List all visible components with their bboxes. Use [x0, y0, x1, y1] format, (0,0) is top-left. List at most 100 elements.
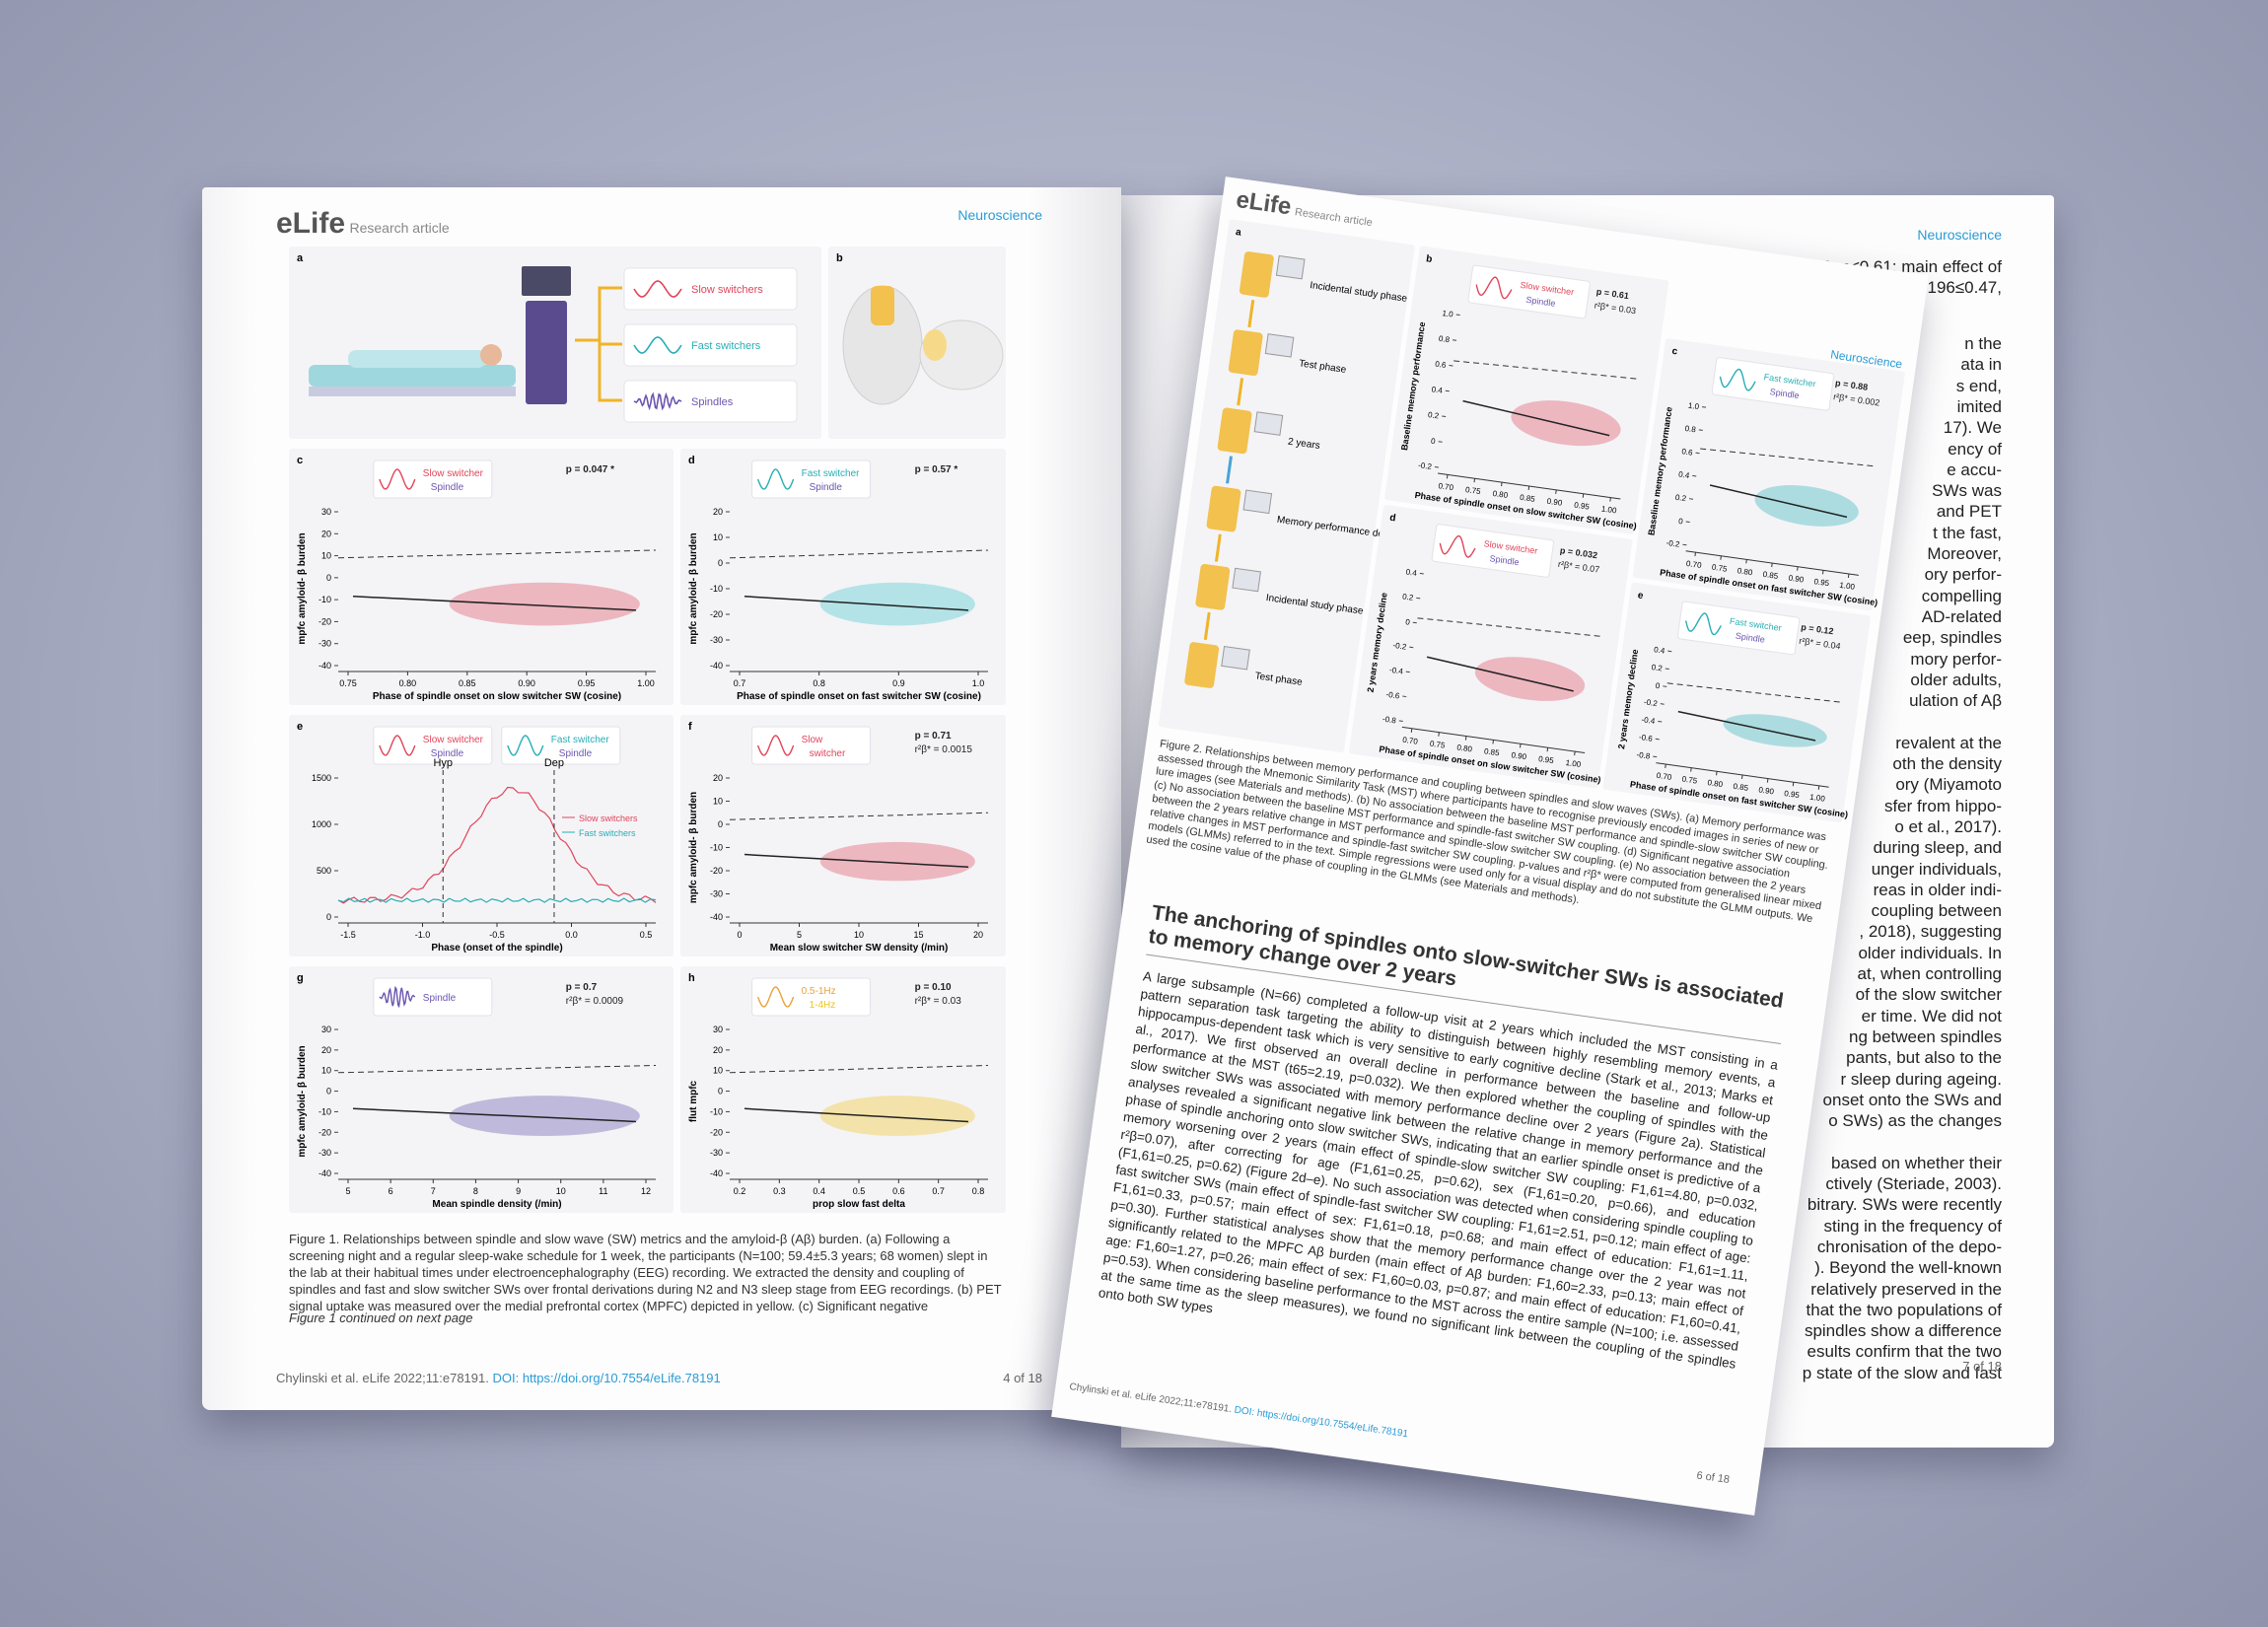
text-line: based on whether their	[1831, 1153, 2002, 1172]
y-tick-label: -0.2	[1392, 641, 1407, 652]
stat-label: r²β* = 0.03	[915, 996, 962, 1007]
panel-bg	[289, 715, 673, 956]
legend-icon	[1684, 612, 1722, 636]
x-tick-label: 5	[797, 930, 802, 940]
legend-label: Spindle	[1769, 387, 1800, 400]
section: Research article	[349, 220, 450, 236]
panel-bg	[289, 449, 673, 705]
y-tick-label: 0	[718, 819, 723, 829]
y-axis-label: flut mpfc	[688, 1080, 699, 1122]
monitor	[522, 266, 571, 296]
flow-arrow	[1237, 378, 1244, 406]
legend-label: Spindle	[431, 482, 464, 493]
y-tick	[1655, 738, 1660, 741]
y-tick	[1455, 314, 1460, 317]
flow-arrow	[1214, 533, 1222, 562]
y-tick-label: 0	[718, 558, 723, 568]
step-icon	[1195, 563, 1231, 610]
text-line: chronisation of the depo-	[1816, 1237, 2002, 1256]
panel-letter: c	[297, 455, 303, 466]
text-line: ). Beyond the well-known	[1814, 1258, 2002, 1278]
y-tick-label: -0.2	[1418, 460, 1433, 471]
text-line: s end,	[1955, 376, 2002, 395]
x-tick-label: 0.90	[518, 678, 535, 688]
y-tick	[1452, 339, 1457, 341]
point-cloud	[819, 582, 975, 626]
y-tick-label: -0.8	[1382, 715, 1396, 726]
panel-letter: b	[836, 252, 843, 264]
x-tick-label: 0.8	[813, 678, 825, 688]
text-line: bitrary. SWs were recently	[1807, 1195, 2002, 1215]
y-axis-label: mpfc amyloid- β burden	[688, 792, 699, 903]
x-tick-label: 0.80	[1492, 489, 1509, 500]
point-cloud	[819, 1096, 975, 1137]
front-page: eLife Research article Neuroscience a Inc…	[1051, 177, 1929, 1516]
text-line: r sleep during ageing.	[1840, 1069, 2002, 1089]
legend-icon	[756, 735, 795, 756]
x-tick-label: 0.85	[1762, 570, 1779, 581]
x-tick	[1446, 474, 1449, 479]
series-label: Slow switchers	[579, 814, 638, 823]
doi-link[interactable]: DOI: https://doi.org/10.7554/eLife.78191	[1233, 1404, 1409, 1441]
panel-letter: f	[688, 721, 692, 733]
panel-bg	[680, 715, 1006, 956]
x-tick	[1716, 771, 1718, 776]
y-tick-label: 0.6	[1681, 447, 1694, 458]
y-tick-label: -0.6	[1385, 690, 1400, 701]
x-tick-label: 1.00	[1809, 793, 1826, 804]
y-tick-label: 1500	[312, 773, 331, 783]
text-line: ng between spindles	[1848, 1026, 2002, 1046]
page-number: 4 of 18	[1003, 1371, 1042, 1385]
x-tick	[1740, 774, 1743, 779]
y-tick-label: 30	[321, 1025, 331, 1034]
step-icon	[1239, 251, 1274, 298]
reference-line	[1453, 360, 1638, 380]
screen-icon	[1242, 489, 1273, 515]
y-tick-label: 0.2	[1402, 592, 1415, 602]
y-tick-label: -40	[710, 1168, 723, 1178]
x-tick-label: 0.85	[1520, 493, 1536, 504]
legend-box	[373, 460, 493, 499]
text-line: spindles show a difference	[1804, 1321, 2002, 1341]
regression-line	[744, 1107, 969, 1123]
y-tick	[1663, 685, 1667, 687]
y-tick-label: 0	[1655, 681, 1661, 691]
y-tick-label: 20	[713, 507, 723, 517]
y-tick-label: -0.6	[1638, 733, 1653, 743]
x-tick-label: 0.95	[1784, 789, 1801, 800]
wave-icon	[633, 336, 682, 354]
y-tick	[1445, 389, 1450, 392]
text-line: ctively (Steriade, 2003).	[1825, 1174, 2002, 1193]
y-tick-label: 0	[326, 912, 331, 922]
point-cloud	[449, 582, 640, 626]
panel-letter: g	[297, 972, 304, 984]
x-tick-label: 0.95	[578, 678, 596, 688]
y-tick-label: 0.2	[1651, 663, 1664, 673]
legend-box	[1676, 601, 1801, 656]
y-tick-label: -20	[319, 616, 331, 626]
y-tick-label: -0.4	[1641, 715, 1656, 726]
stat-label: r²β* = 0.0015	[915, 744, 973, 755]
legend-box	[373, 977, 493, 1017]
y-tick	[1449, 364, 1453, 367]
y-tick	[1653, 755, 1658, 758]
marker-label: Dep	[544, 757, 564, 769]
text-line: o SWs) as the changes	[1828, 1111, 2002, 1131]
panel-letter: d	[688, 455, 695, 466]
label-box	[623, 267, 798, 311]
screen-icon	[1264, 333, 1295, 358]
text-line: o et al., 2017).	[1894, 816, 2002, 836]
point-cloud	[819, 841, 975, 882]
y-tick	[1698, 429, 1703, 431]
stat-label: p = 0.7	[566, 982, 598, 993]
label-box	[623, 323, 798, 367]
y-tick-label: 20	[713, 1045, 723, 1055]
legend-box	[1431, 524, 1554, 578]
x-tick-label: 0.95	[1813, 577, 1830, 588]
x-tick-label: 0.9	[892, 678, 905, 688]
y-tick-label: -0.4	[1388, 666, 1403, 676]
regression-line	[352, 1107, 637, 1123]
x-tick-label: 0.75	[1681, 774, 1698, 785]
doi-link[interactable]: DOI: https://doi.org/10.7554/eLife.78191	[492, 1371, 721, 1385]
panel-letter: b	[1425, 253, 1433, 265]
